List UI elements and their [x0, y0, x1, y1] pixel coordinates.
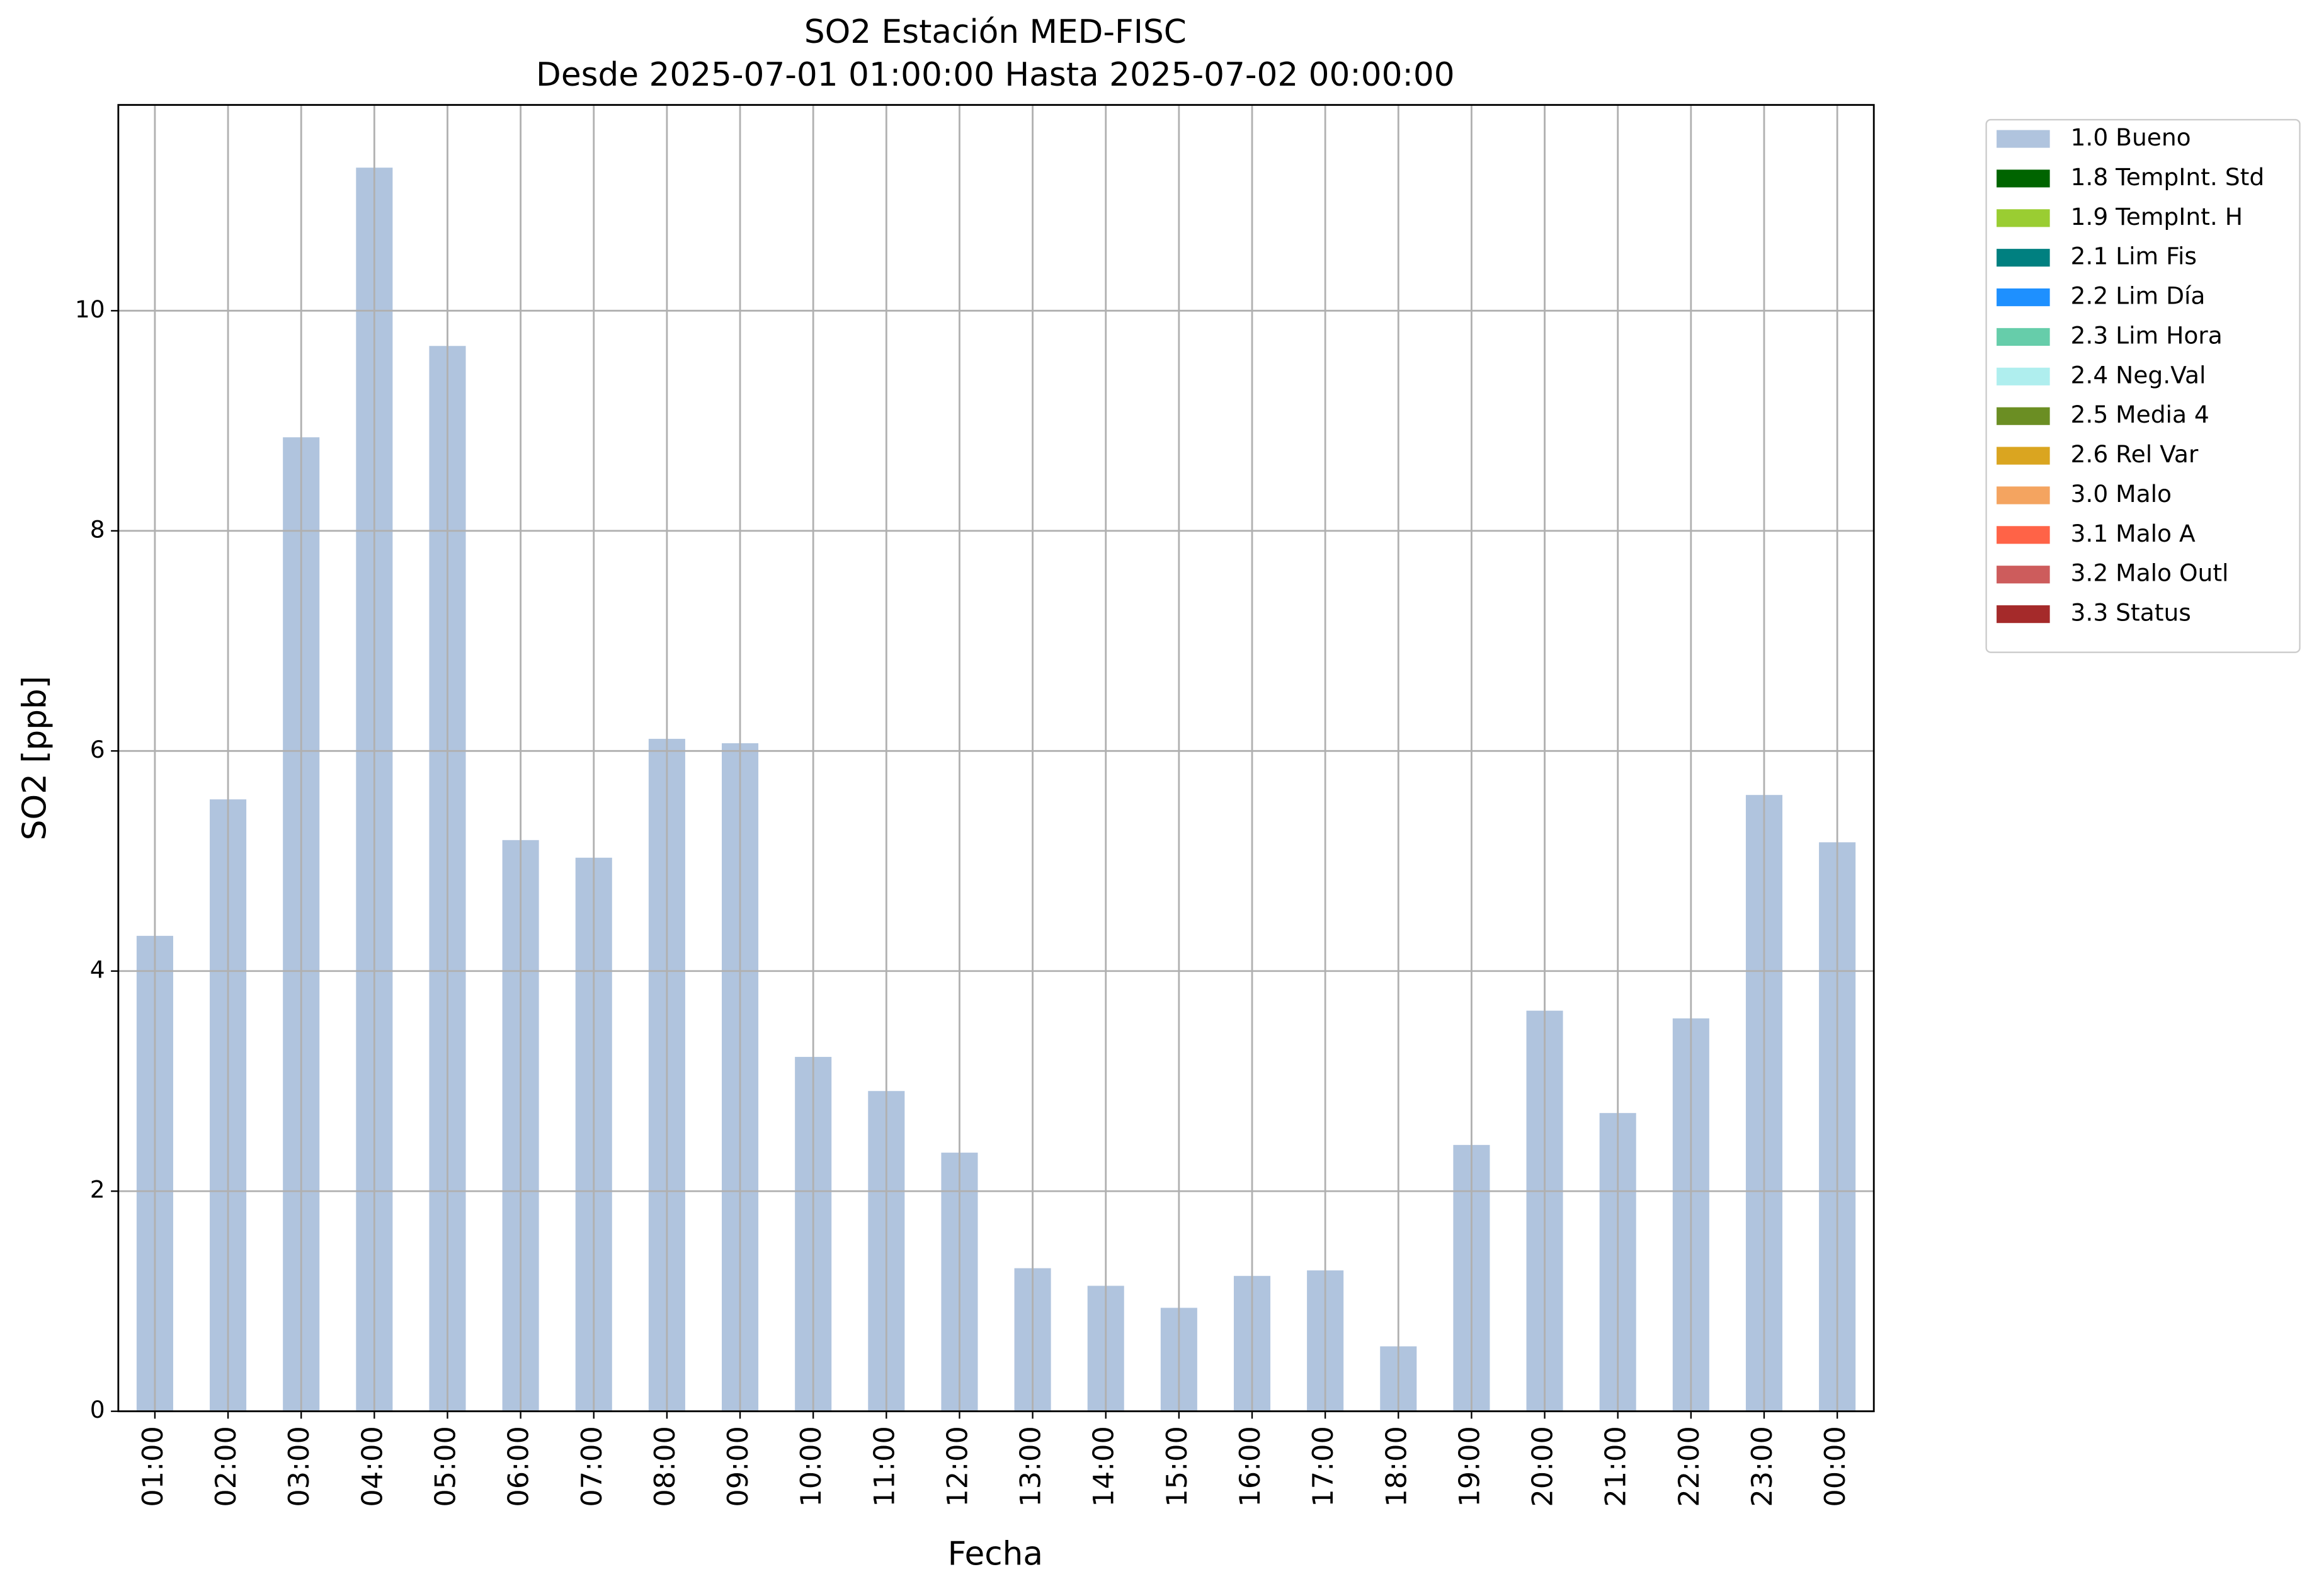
y-tick-label: 6	[90, 736, 105, 763]
x-tick-label: 04:00	[356, 1426, 389, 1507]
legend-label: 2.4 Neg.Val	[2071, 361, 2206, 389]
legend-swatch	[1997, 288, 2050, 307]
legend-swatch	[1997, 486, 2050, 504]
legend-label: 1.9 TempInt. H	[2071, 203, 2243, 231]
legend-label: 1.0 Bueno	[2071, 123, 2191, 151]
legend-swatch	[1997, 566, 2050, 584]
x-tick-label: 15:00	[1161, 1426, 1194, 1507]
legend-swatch	[1997, 526, 2050, 544]
x-tick-label: 00:00	[1819, 1426, 1852, 1507]
x-tick-label: 23:00	[1746, 1426, 1779, 1507]
chart-subtitle: Desde 2025-07-01 01:00:00 Hasta 2025-07-…	[536, 56, 1455, 94]
legend-swatch	[1997, 407, 2050, 425]
chart-title: SO2 Estación MED-FISC	[804, 13, 1187, 51]
y-axis-label: SO2 [ppb]	[16, 676, 54, 840]
y-tick-label: 10	[75, 295, 105, 323]
x-tick-label: 08:00	[649, 1426, 681, 1507]
legend-label: 2.1 Lim Fis	[2071, 242, 2197, 270]
x-tick-label: 06:00	[503, 1426, 535, 1507]
x-tick-label: 14:00	[1088, 1426, 1120, 1507]
legend-label: 2.5 Media 4	[2071, 401, 2209, 428]
x-tick-label: 13:00	[1015, 1426, 1047, 1507]
x-tick-label: 22:00	[1673, 1426, 1706, 1507]
y-tick-label: 4	[90, 955, 105, 983]
legend-swatch	[1997, 328, 2050, 346]
x-tick-label: 19:00	[1453, 1426, 1486, 1507]
x-tick-label: 16:00	[1234, 1426, 1267, 1507]
legend-label: 3.1 Malo A	[2071, 520, 2196, 547]
legend-label: 3.2 Malo Outl	[2071, 559, 2229, 587]
legend-label: 2.2 Lim Día	[2071, 282, 2206, 310]
x-tick-label: 11:00	[868, 1426, 901, 1507]
y-tick-label: 2	[90, 1176, 105, 1204]
legend-box	[1985, 118, 2301, 653]
x-tick-label: 02:00	[210, 1426, 242, 1507]
legend-label: 2.3 Lim Hora	[2071, 321, 2223, 349]
plot-frame	[117, 104, 1875, 1413]
x-tick-label: 12:00	[941, 1426, 974, 1507]
x-tick-label: 17:00	[1307, 1426, 1340, 1507]
y-tick-label: 8	[90, 515, 105, 543]
x-tick-label: 10:00	[795, 1426, 828, 1507]
legend-swatch	[1997, 169, 2050, 188]
legend-label: 2.6 Rel Var	[2071, 440, 2199, 468]
legend-swatch	[1997, 209, 2050, 227]
x-tick-label: 01:00	[137, 1426, 169, 1507]
legend-swatch	[1997, 605, 2050, 624]
x-tick-label: 05:00	[429, 1426, 462, 1507]
x-tick-label: 20:00	[1527, 1426, 1559, 1507]
legend-label: 3.0 Malo	[2071, 480, 2172, 508]
y-tick-label: 0	[90, 1396, 105, 1423]
x-axis-label: Fecha	[948, 1536, 1043, 1573]
x-tick-label: 21:00	[1600, 1426, 1632, 1507]
legend-label: 3.3 Status	[2071, 599, 2191, 627]
x-tick-label: 07:00	[576, 1426, 608, 1507]
legend-label: 1.8 TempInt. Std	[2071, 163, 2265, 191]
x-tick-label: 18:00	[1380, 1426, 1413, 1507]
legend-swatch	[1997, 130, 2050, 148]
legend-swatch	[1997, 249, 2050, 267]
x-tick-label: 03:00	[283, 1426, 316, 1507]
legend-swatch	[1997, 447, 2050, 465]
legend-swatch	[1997, 367, 2050, 385]
x-tick-label: 09:00	[722, 1426, 755, 1507]
